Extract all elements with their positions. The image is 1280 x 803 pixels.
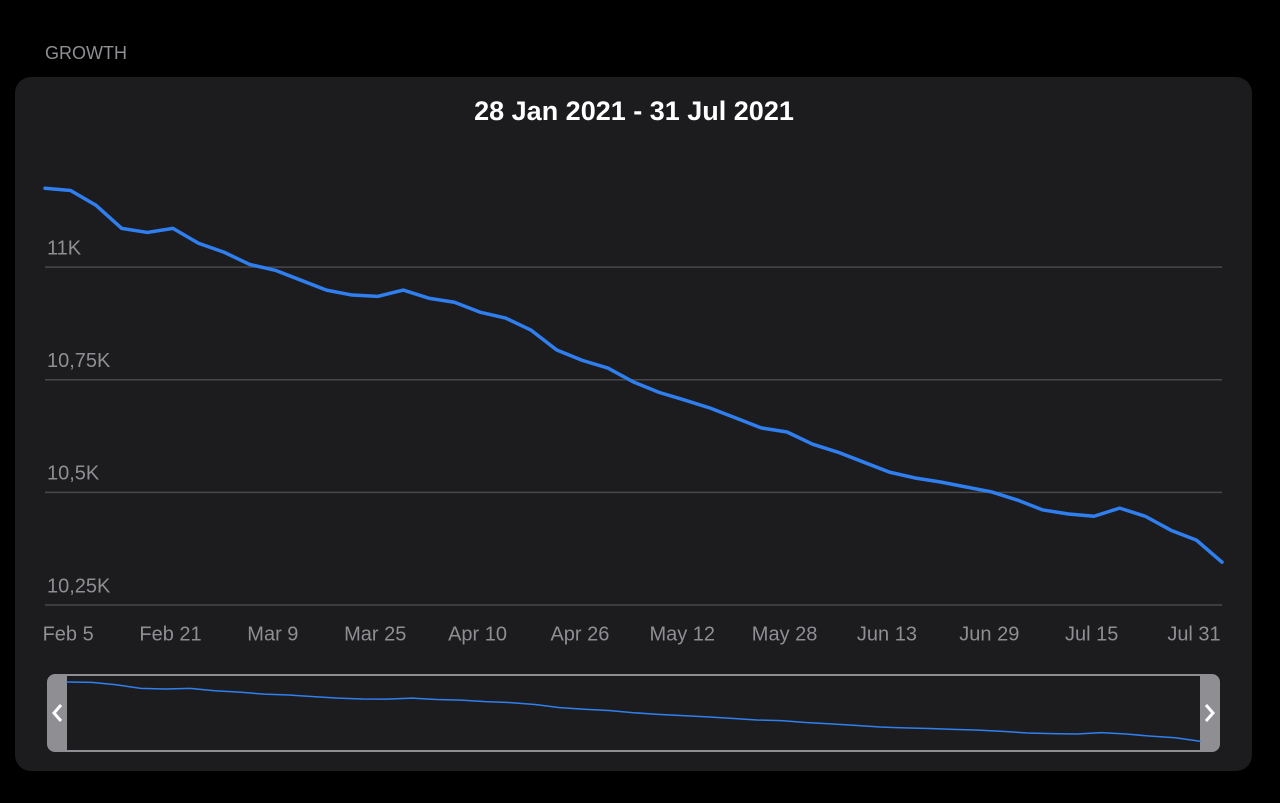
chart-title: 28 Jan 2021 - 31 Jul 2021 xyxy=(474,96,794,126)
x-tick-label: Jul 31 xyxy=(1167,623,1220,645)
x-tick-label: Apr 10 xyxy=(448,623,507,645)
data-line xyxy=(43,186,1224,564)
x-tick-label: Jul 15 xyxy=(1065,623,1118,645)
y-tick-label: 10,25K xyxy=(47,575,111,597)
x-tick-label: Apr 26 xyxy=(550,623,609,645)
x-tick-label: Feb 5 xyxy=(43,623,94,645)
x-tick-label: Mar 9 xyxy=(247,623,298,645)
x-tick-label: Feb 21 xyxy=(139,623,201,645)
x-tick-label: May 12 xyxy=(649,623,715,645)
navigator-line xyxy=(66,681,1201,742)
y-tick-label: 11K xyxy=(47,237,82,259)
left-handle-icon[interactable] xyxy=(52,704,63,722)
x-tick-label: Jun 29 xyxy=(959,623,1019,645)
section-header: GROWTH xyxy=(45,43,127,63)
y-tick-label: 10,5K xyxy=(47,463,100,485)
y-tick-label: 10,75K xyxy=(47,350,111,372)
x-tick-label: May 28 xyxy=(752,623,818,645)
card xyxy=(15,77,1252,771)
x-tick-label: Jun 13 xyxy=(857,623,917,645)
right-handle-icon[interactable] xyxy=(1204,704,1215,722)
x-tick-label: Mar 25 xyxy=(344,623,406,645)
